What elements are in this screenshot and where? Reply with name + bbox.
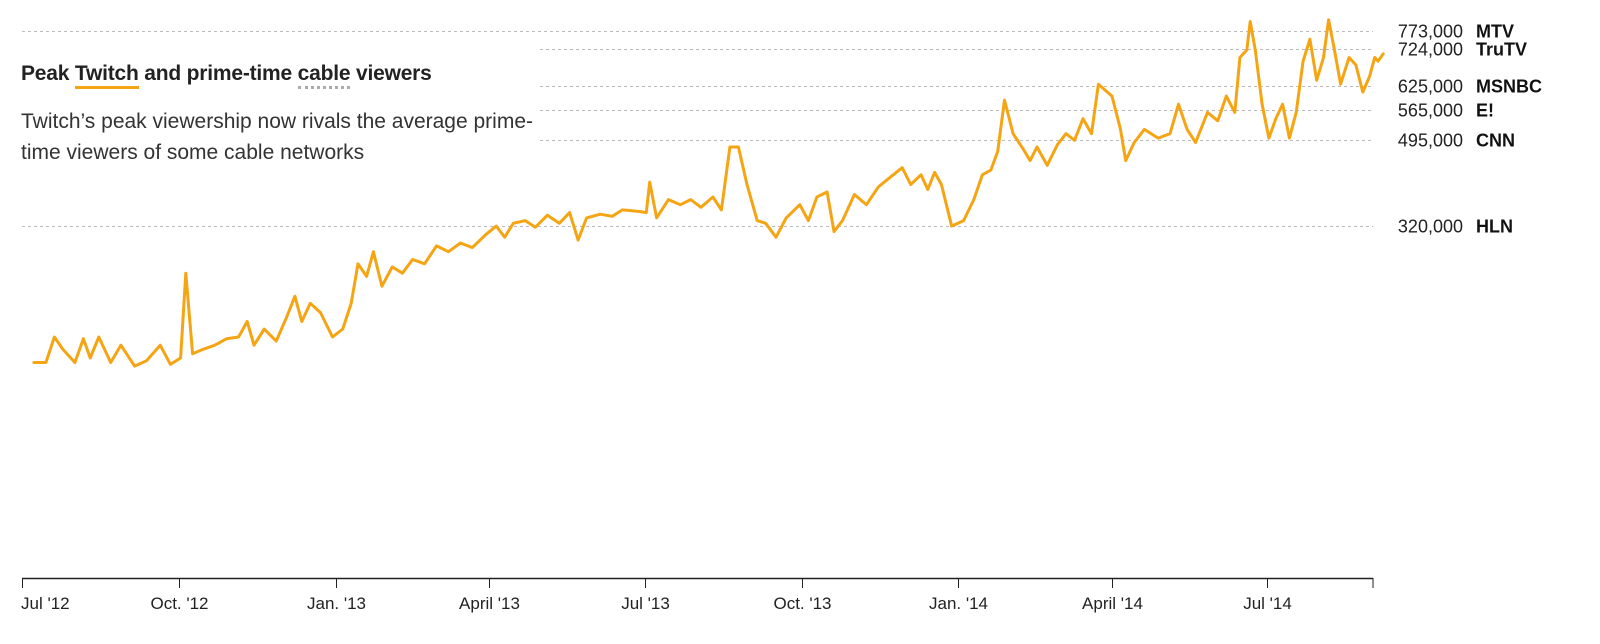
series-layer <box>32 18 1385 368</box>
x-tick-label: Oct. '12 <box>150 594 208 613</box>
title-suffix: viewers <box>350 62 432 85</box>
x-tick-label: April '13 <box>459 594 520 613</box>
reference-network-label: MTV <box>1476 22 1514 42</box>
series-line-twitch-peak-viewers <box>32 18 1385 368</box>
reference-value-label: 724,000 <box>1398 40 1463 60</box>
reference-grid <box>22 31 1373 227</box>
x-tick-label: Oct. '13 <box>773 594 831 613</box>
x-tick-label: April '14 <box>1082 594 1143 613</box>
reference-value-label: 320,000 <box>1398 217 1463 237</box>
x-axis: Jul '12 Oct. '12 Jan. '13 April '13 Jul '13 O… <box>21 577 1374 613</box>
reference-value-label: 773,000 <box>1398 22 1463 42</box>
title-cable-highlight: cable <box>297 62 351 89</box>
x-tick-label: Jul '13 <box>621 594 670 613</box>
reference-network-label: CNN <box>1476 131 1515 151</box>
reference-value-label: 495,000 <box>1398 131 1463 151</box>
reference-value-label: 625,000 <box>1398 77 1463 97</box>
reference-network-label: HLN <box>1476 217 1513 237</box>
x-tick-label: Jul '12 <box>21 594 70 613</box>
title-twitch-highlight: Twitch <box>74 62 139 89</box>
chart-title: Peak Twitch and prime-time cable viewers <box>21 62 432 89</box>
reference-value-label: 565,000 <box>1398 101 1463 121</box>
title-prefix: Peak <box>21 62 75 85</box>
reference-network-label: E! <box>1476 101 1494 121</box>
reference-labels: 773,000 MTV 724,000 TruTV 625,000 MSNBC 565,00… <box>1398 22 1542 237</box>
chart-subtitle: Twitch’s peak viewership now rivals the … <box>21 110 533 164</box>
x-tick-label: Jan. '14 <box>929 594 988 613</box>
x-tick-label: Jul '14 <box>1243 594 1292 613</box>
x-tick-label: Jan. '13 <box>307 594 366 613</box>
title-middle: and prime-time <box>138 62 298 85</box>
reference-network-label: MSNBC <box>1476 77 1542 97</box>
reference-network-label: TruTV <box>1476 40 1527 60</box>
